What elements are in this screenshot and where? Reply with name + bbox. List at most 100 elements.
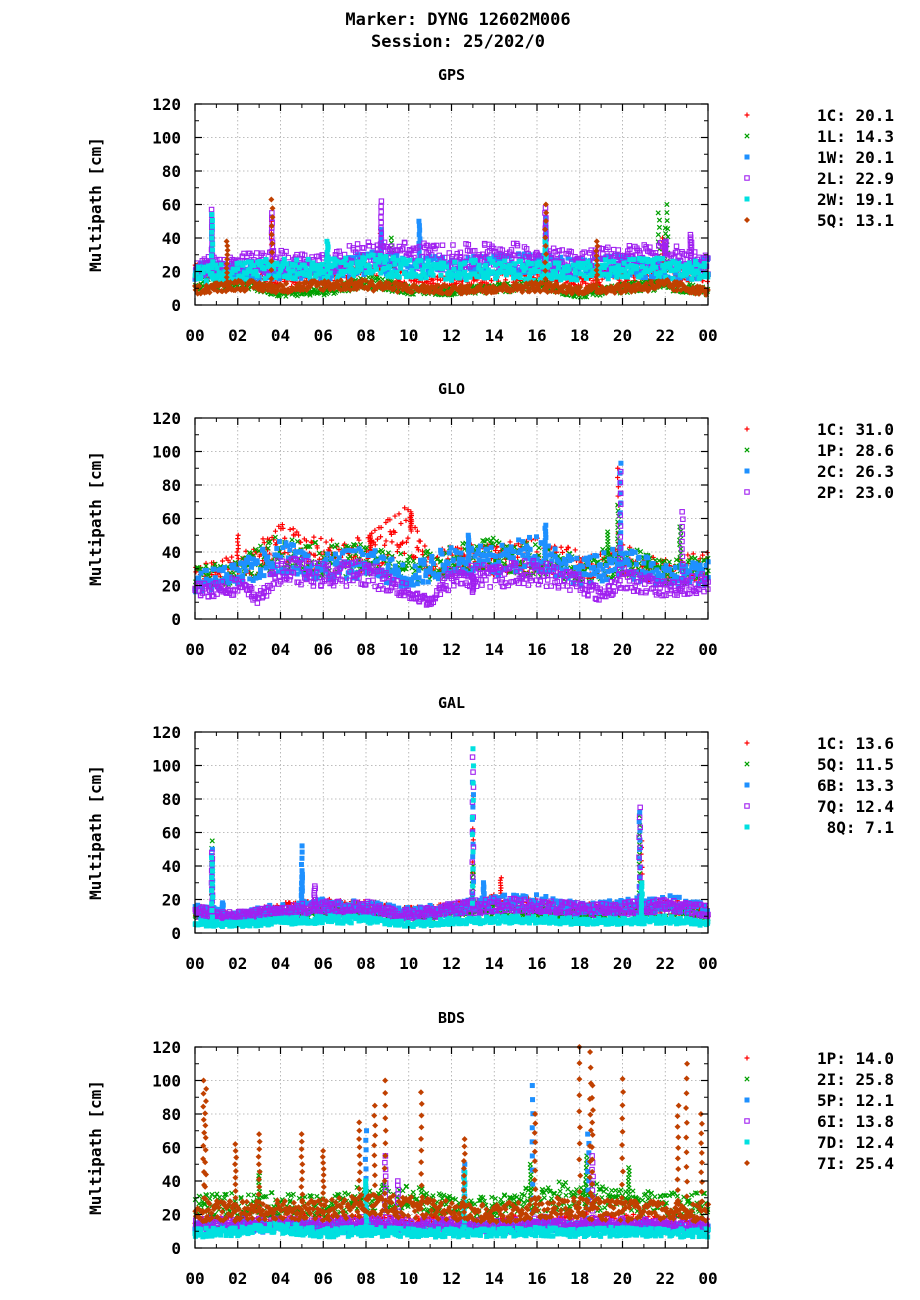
gps-y-axis-label: Multipath [cm] (86, 137, 105, 272)
x-tick-label: 00 (698, 326, 717, 345)
gps-2W-point (198, 276, 204, 282)
gps-2W-point (502, 258, 508, 264)
glo-1C-point (318, 536, 324, 542)
gps-2W-point (203, 278, 209, 284)
glo-1C-point (219, 558, 225, 564)
gps-2W-point (218, 262, 224, 268)
gps-2W-point (276, 273, 282, 279)
gps-2W-point (396, 274, 402, 280)
x-tick-label: 22 (656, 326, 675, 345)
glo-1C-point (287, 527, 293, 532)
gps-2W-point (472, 258, 478, 264)
gps-2W-point (517, 274, 523, 280)
figure-title-line1: Marker: DYNG 12602M006 (345, 10, 570, 30)
x-tick-label: 00 (185, 326, 204, 345)
gps-title: GPS (438, 66, 465, 84)
gps-2W-spike-point (210, 259, 216, 265)
gps-2W-point (394, 257, 400, 263)
gps-2L-point (439, 242, 446, 248)
legend-entry-1L: 1L: 14.3 (817, 127, 894, 146)
gps-2W-spike-point (209, 235, 215, 241)
glo-1C-point (229, 554, 235, 560)
gps-2W-point (686, 260, 692, 266)
gps-2W-point (483, 262, 489, 268)
glo-1C-point (507, 539, 513, 545)
glo-1C-spike-point (615, 465, 621, 471)
gps-1C-point (434, 276, 440, 282)
gps-2W-spike-point (210, 241, 216, 247)
gps-2W-point (622, 268, 628, 274)
glo-1C-point (572, 547, 578, 553)
gps-2W-point (474, 273, 480, 279)
glo-1C-point (329, 537, 335, 543)
gps-2W-point (653, 264, 659, 270)
gps-2W-spike-point (324, 238, 330, 244)
gps-2W-spike-point (209, 271, 215, 277)
gps-2W-point (414, 264, 420, 270)
gps-2W-point (274, 260, 280, 266)
legend-entry-2L: 2L: 22.9 (817, 169, 894, 188)
x-tick-label: 08 (356, 326, 375, 345)
gps-2W-spike-point (210, 247, 216, 253)
y-tick-label: 40 (162, 229, 181, 248)
gps-2W-point (689, 276, 695, 282)
gps-5Q-spike-point (223, 238, 230, 245)
gps-1L-spike-point (388, 235, 394, 241)
legend-entry-5Q: 5Q: 13.1 (817, 211, 894, 230)
gps-2W-point (631, 256, 637, 262)
glo-1C-point (389, 539, 395, 545)
gps-2W-point (319, 261, 325, 267)
gps-2W-spike-point (209, 217, 215, 223)
gps-2W-point (307, 274, 313, 280)
x-tick-label: 02 (228, 326, 247, 345)
gps-2W-point (512, 261, 518, 267)
gps-2L-spike-point (378, 219, 384, 226)
gps-2W-point (283, 261, 289, 267)
legend-marker-2L (744, 175, 750, 181)
legend-marker-1W (744, 154, 750, 160)
glo-title: GLO (438, 380, 465, 398)
gps-2W-point (587, 263, 593, 269)
gps-2L-point (457, 249, 464, 256)
x-tick-label: 10 (399, 326, 418, 345)
x-tick-label: 16 (527, 326, 546, 345)
gps-2W-point (374, 266, 380, 272)
gps-1W-spike-point (416, 223, 422, 229)
gps-2W-point (387, 264, 393, 270)
gps-2W-point (574, 277, 580, 283)
gps-2W-point (443, 264, 449, 270)
gps-2W-point (254, 273, 260, 279)
gps-2L-spike-point (269, 210, 275, 216)
glo-1C-point (700, 552, 706, 558)
glo-1P-point (289, 537, 295, 543)
gps-2W-point (376, 259, 382, 265)
glo-1C-point (383, 538, 389, 544)
glo-1C-point (378, 534, 384, 540)
legend-marker-1L (744, 133, 750, 139)
gps-2W-point (490, 269, 496, 275)
gps-2L-spike-point (208, 206, 215, 213)
gps-2W-point (535, 268, 541, 274)
gps-2W-point (668, 268, 674, 274)
y-tick-label: 60 (162, 196, 181, 215)
gps-2W-point (425, 258, 431, 264)
gps-2W-point (348, 260, 354, 266)
gps-1W-point (643, 275, 649, 281)
gps-2W-point (607, 272, 613, 278)
gps-2L-spike-point (378, 203, 384, 210)
y-tick-label: 20 (162, 263, 181, 282)
gps-2W-point (358, 266, 364, 272)
x-tick-label: 12 (442, 326, 461, 345)
gps-2L-spike-point (378, 198, 385, 204)
gps-2W-spike-point (209, 253, 215, 259)
gps-5Q-spike-point (593, 238, 600, 245)
gps-2W-point (305, 256, 311, 262)
gps-1L-spike-point (656, 217, 663, 223)
gps-2W-point (611, 259, 617, 265)
gps-2L-point (615, 247, 622, 253)
gps-legend: 1C: 20.11L: 14.31W: 20.12L: 22.92W: 19.1… (744, 106, 894, 230)
x-tick-label: 06 (314, 326, 333, 345)
